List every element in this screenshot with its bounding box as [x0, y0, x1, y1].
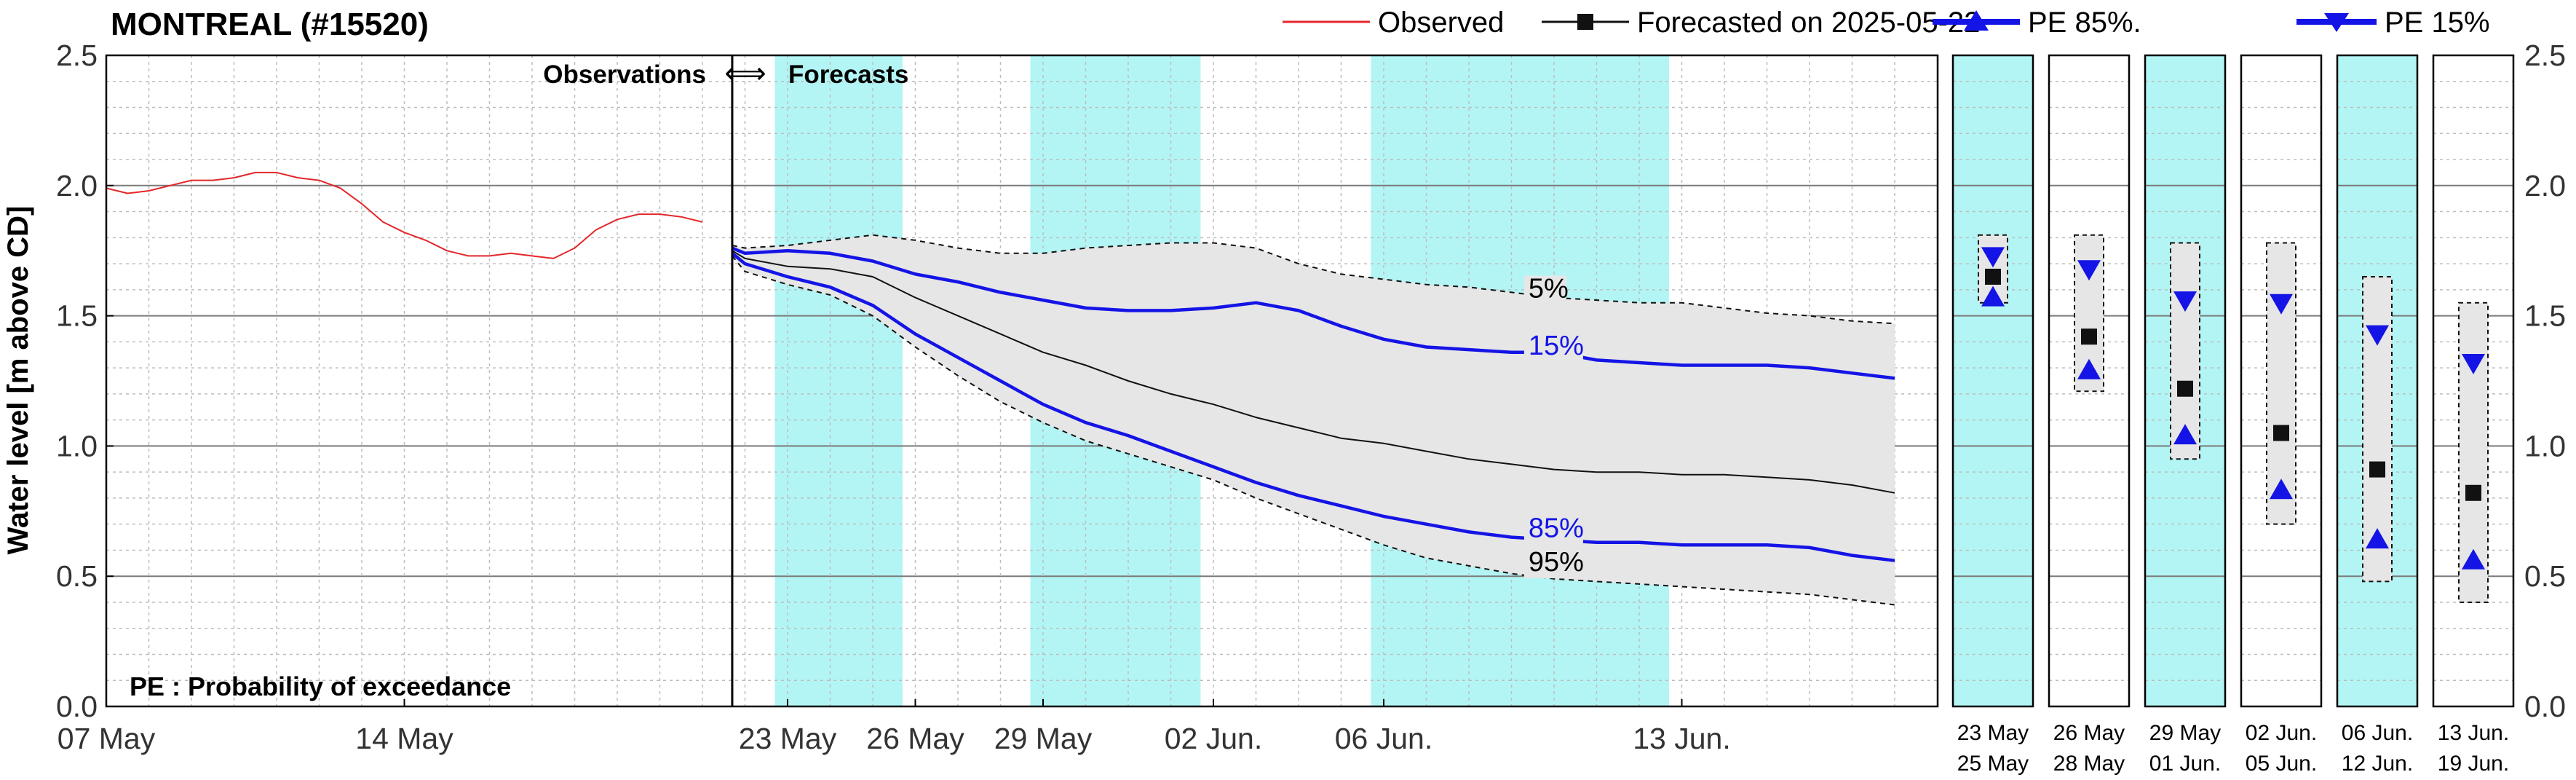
y-tick-label-left: 2.5 — [56, 39, 98, 72]
weekend-shading — [774, 55, 903, 706]
period-end-label: 12 Jun. — [2342, 752, 2413, 776]
x-tick-label: 13 Jun. — [1633, 722, 1731, 755]
period-start-label: 23 May — [1957, 721, 2029, 745]
period-panel-frame — [2432, 54, 2515, 708]
legend: Observed Forecasted on 2025-05-22 PE 85%… — [1283, 7, 2490, 39]
y-tick-label-left: 0.5 — [56, 559, 98, 593]
period-pe15-marker — [2270, 294, 2293, 315]
curve-label: 15% — [1529, 331, 1584, 361]
period-end-label: 19 Jun. — [2438, 752, 2509, 776]
obs-forecast-arrow: ⟺ — [724, 58, 766, 90]
period-forecast-marker — [2369, 461, 2385, 478]
curve-label-bg — [1523, 549, 1583, 579]
chart-title: MONTREAL (#15520) — [111, 7, 429, 42]
y-tick-label-right: 2.5 — [2524, 39, 2566, 72]
curve-label: 85% — [1529, 513, 1584, 544]
legend-forecast-marker — [1577, 14, 1593, 30]
period-end-label: 25 May — [1957, 752, 2029, 776]
curve-label-bg — [1523, 515, 1583, 545]
curve-label-bg — [1523, 333, 1583, 363]
period-forecast-marker — [1985, 268, 2001, 285]
y-tick-label-right: 1.0 — [2524, 429, 2566, 462]
period-start-label: 13 Jun. — [2438, 721, 2509, 745]
y-tick-label-left: 0.0 — [56, 690, 98, 723]
main-panel-frame — [105, 54, 1939, 708]
x-tick-label: 26 May — [866, 722, 964, 755]
period-pe15-marker — [2366, 325, 2389, 346]
curve-label: 5% — [1529, 274, 1569, 304]
period-end-label: 01 Jun. — [2149, 752, 2221, 776]
x-tick-label: 06 Jun. — [1335, 722, 1433, 755]
legend-forecast-label: Forecasted on 2025-05-22 — [1637, 7, 1980, 39]
period-pe85-marker — [2077, 358, 2101, 379]
period-range-box — [2170, 242, 2200, 460]
pe-note: PE : Probability of exceedance — [130, 671, 511, 701]
observations-label: Observations — [543, 60, 706, 89]
period-pe85-marker — [2366, 528, 2389, 549]
period-forecast-marker — [2177, 380, 2193, 397]
series-observed — [106, 171, 703, 259]
y-tick-label-right: 0.5 — [2524, 559, 2566, 593]
legend-pe85-label: PE 85%. — [2028, 7, 2141, 39]
period-pe85-marker — [2270, 478, 2293, 500]
y-tick-label-right: 2.0 — [2524, 169, 2566, 202]
period-end-label: 05 Jun. — [2246, 752, 2317, 776]
period-panel-frame — [2144, 54, 2227, 708]
y-tick-label-left: 2.0 — [56, 169, 98, 202]
period-panel-frame — [1951, 54, 2034, 708]
x-tick-label: 14 May — [355, 722, 453, 755]
period-panel-frame — [2240, 54, 2323, 708]
legend-pe15-label: PE 15% — [2385, 7, 2490, 39]
y-axis-label: Water level [m above CD] — [2, 206, 34, 555]
legend-pe15-marker — [2324, 13, 2349, 32]
period-pe15-marker — [2077, 260, 2101, 281]
forecasts-label: Forecasts — [788, 60, 908, 89]
series-pe85 — [731, 252, 1895, 562]
x-tick-label: 07 May — [58, 722, 156, 755]
period-end-label: 28 May — [2053, 752, 2125, 776]
period-pe85-marker — [2173, 424, 2197, 445]
y-tick-label-right: 1.5 — [2524, 299, 2566, 333]
y-tick-label-right: 0.0 — [2524, 690, 2566, 723]
period-pe15-marker — [2173, 291, 2197, 312]
legend-pe85-marker — [1964, 10, 1989, 31]
period-forecast-marker — [2273, 425, 2289, 441]
series-pe95 — [732, 255, 1895, 606]
y-tick-label-left: 1.0 — [56, 429, 98, 462]
period-pe85-marker — [2462, 548, 2485, 570]
series-forecast — [732, 250, 1895, 494]
period-start-label: 02 Jun. — [2246, 721, 2317, 745]
period-pe85-marker — [1981, 285, 2005, 307]
y-tick-label-left: 1.5 — [56, 299, 98, 333]
period-forecast-marker — [2465, 484, 2481, 501]
period-start-label: 29 May — [2149, 721, 2221, 745]
period-shading — [1953, 55, 2033, 706]
legend-observed-label: Observed — [1378, 7, 1504, 39]
period-pe15-marker — [2462, 353, 2485, 374]
period-start-label: 06 Jun. — [2342, 721, 2413, 745]
period-panel-frame — [2048, 54, 2131, 708]
series-pe5 — [732, 234, 1895, 325]
pe-band — [732, 235, 1895, 605]
period-range-box — [2266, 242, 2296, 525]
period-forecast-marker — [2081, 328, 2097, 345]
x-tick-label: 23 May — [739, 722, 837, 755]
curve-label: 95% — [1529, 547, 1584, 578]
series-pe15 — [732, 246, 1895, 380]
x-tick-label: 02 Jun. — [1165, 722, 1263, 755]
curve-label-bg — [1523, 275, 1566, 305]
period-pe15-marker — [1981, 247, 2005, 268]
x-tick-label: 29 May — [994, 722, 1093, 755]
period-start-label: 26 May — [2053, 721, 2125, 745]
period-panel-frame — [2336, 54, 2419, 708]
